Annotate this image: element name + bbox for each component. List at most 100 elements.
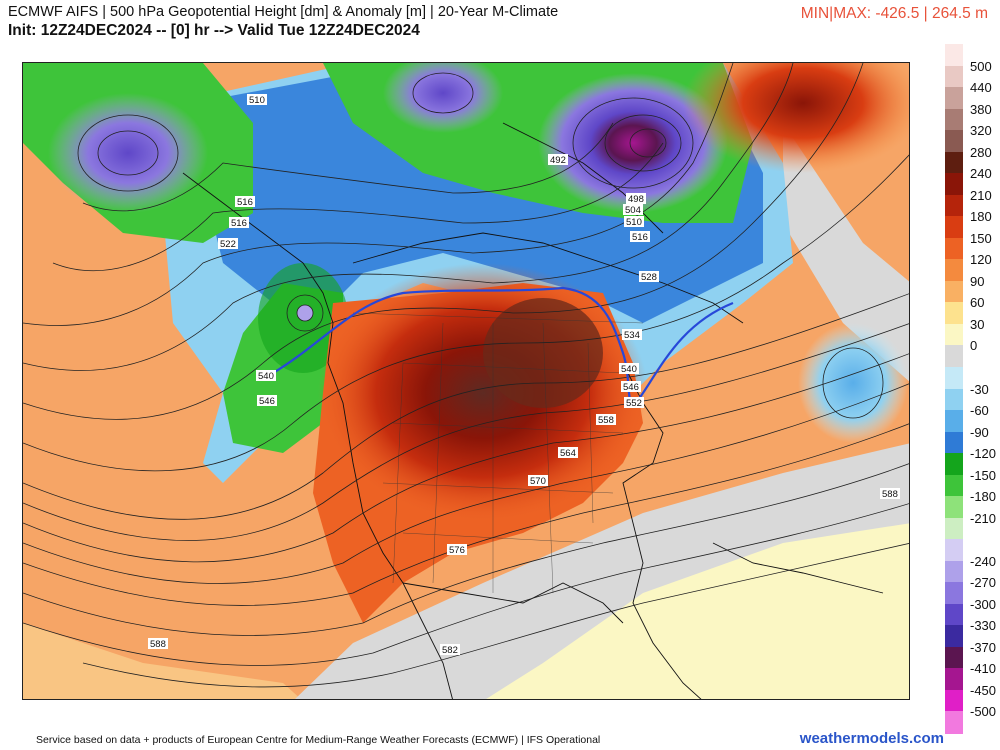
- neutral-band: [295, 443, 909, 699]
- colorbar-label: 150: [970, 230, 992, 246]
- colorbar-swatch: [945, 366, 963, 389]
- svg-text:516: 516: [237, 197, 253, 208]
- colorbar-label: 30: [970, 316, 985, 332]
- colorbar-swatch: [945, 237, 963, 260]
- colorbar-label: -300: [970, 596, 997, 612]
- colorbar-swatch: [945, 689, 963, 712]
- contour-label: 570: [528, 475, 548, 487]
- neutral-band-atlantic: [783, 123, 909, 382]
- colorbar-label: 120: [970, 252, 992, 268]
- colorbar-swatch: [945, 216, 963, 239]
- colorbar-swatch: [945, 625, 963, 648]
- colorbar-swatch: [945, 65, 963, 88]
- contour-label: 540: [619, 363, 639, 375]
- contour-label: 516: [630, 231, 650, 243]
- svg-text:588: 588: [882, 489, 898, 500]
- contour-label: 552: [624, 397, 644, 409]
- colorbar-label: 380: [970, 101, 992, 117]
- colorbar-label: 60: [970, 295, 985, 311]
- contour-label: 528: [639, 271, 659, 283]
- svg-text:510: 510: [626, 217, 642, 228]
- svg-text:558: 558: [598, 415, 614, 426]
- colorbar-label: -30: [970, 381, 989, 397]
- svg-text:546: 546: [259, 396, 275, 407]
- svg-text:582: 582: [442, 645, 458, 656]
- colorbar-label: -240: [970, 553, 997, 569]
- contour-label: 516: [235, 196, 255, 208]
- svg-text:540: 540: [258, 371, 274, 382]
- map-canvas: 510 516 516 522 492 498 504 510 516 528 …: [23, 63, 909, 699]
- contour-label: 546: [621, 381, 641, 393]
- colorbar-label: -370: [970, 639, 997, 655]
- highlighted-540-contour: [272, 286, 734, 405]
- svg-text:516: 516: [632, 232, 648, 243]
- colorbar-swatch: [945, 539, 963, 562]
- colorbar-swatch: [945, 431, 963, 454]
- colorbar-swatch: [945, 388, 963, 411]
- colorbar-label: -270: [970, 575, 997, 591]
- colorbar-label: 320: [970, 123, 992, 139]
- colorbar-label: 180: [970, 209, 992, 225]
- colorbar-label: 500: [970, 58, 992, 74]
- colorbar-label: -60: [970, 403, 989, 419]
- colorbar-swatch: [945, 44, 963, 67]
- purple-low-baffin: [538, 73, 728, 213]
- coastlines: [182, 122, 884, 699]
- svg-text:504: 504: [625, 205, 641, 216]
- yellow-region-southeast: [456, 503, 909, 699]
- data-credit: Service based on data + products of Euro…: [36, 734, 601, 746]
- colorbar-swatch: [945, 323, 963, 346]
- contour-label: 492: [548, 154, 568, 166]
- svg-text:588: 588: [150, 639, 166, 650]
- anomaly-peak-ridge: [483, 298, 603, 408]
- colorbar-label: 210: [970, 187, 992, 203]
- svg-text:492: 492: [550, 155, 566, 166]
- anomaly-map: 510 516 516 522 492 498 504 510 516 528 …: [22, 62, 910, 700]
- colorbar-label: -210: [970, 510, 997, 526]
- anomaly-colorbar: [945, 44, 965, 734]
- colorbar-label: -500: [970, 704, 997, 720]
- colorbar-swatch: [945, 496, 963, 519]
- colorbar-swatch: [945, 130, 963, 153]
- colorbar-label: -150: [970, 467, 997, 483]
- svg-text:534: 534: [624, 330, 640, 341]
- contour-label: 504: [623, 204, 643, 216]
- svg-text:498: 498: [628, 194, 644, 205]
- chart-subtitle: Init: 12Z24DEC2024 -- [0] hr --> Valid T…: [8, 22, 420, 39]
- colorbar-label: -120: [970, 446, 997, 462]
- colorbar-swatch: [945, 711, 963, 734]
- contour-label: 546: [257, 395, 277, 407]
- svg-text:528: 528: [641, 272, 657, 283]
- colorbar-swatch: [945, 646, 963, 669]
- contour-label: 516: [229, 217, 249, 229]
- contour-label: 588: [880, 488, 900, 500]
- svg-text:540: 540: [621, 364, 637, 375]
- colorbar-swatch: [945, 668, 963, 691]
- site-brand[interactable]: weathermodels.com: [799, 730, 944, 747]
- colorbar-swatch: [945, 108, 963, 131]
- colorbar-swatch: [945, 603, 963, 626]
- canada-coastline: [352, 232, 744, 324]
- colorbar-swatch: [945, 259, 963, 282]
- colorbar-label: 280: [970, 144, 992, 160]
- colorbar-label: -450: [970, 682, 997, 698]
- min-max-readout: MIN|MAX: -426.5 | 264.5 m: [800, 5, 988, 22]
- purple-low-gulf-of-alaska: [48, 93, 208, 213]
- colorbar-swatch: [945, 582, 963, 605]
- svg-text:546: 546: [623, 382, 639, 393]
- colorbar-label: 440: [970, 80, 992, 96]
- svg-text:510: 510: [249, 95, 265, 106]
- pacific-coastline: [182, 172, 453, 699]
- colorbar-label: -180: [970, 489, 997, 505]
- colorbar-swatch: [945, 194, 963, 217]
- anomaly-core-ridge: [318, 263, 648, 523]
- contour-label: 582: [440, 644, 460, 656]
- contour-label: 576: [447, 544, 467, 556]
- colorbar-label: 90: [970, 273, 985, 289]
- caribbean-islands: [712, 542, 884, 594]
- contour-label-group: 510 516 516 522 492 498 504 510 516 528 …: [148, 94, 900, 656]
- contour-label: 564: [558, 447, 578, 459]
- contour-label: 510: [624, 216, 644, 228]
- atlantic-coastline: [622, 362, 702, 699]
- colorbar-swatch: [945, 302, 963, 325]
